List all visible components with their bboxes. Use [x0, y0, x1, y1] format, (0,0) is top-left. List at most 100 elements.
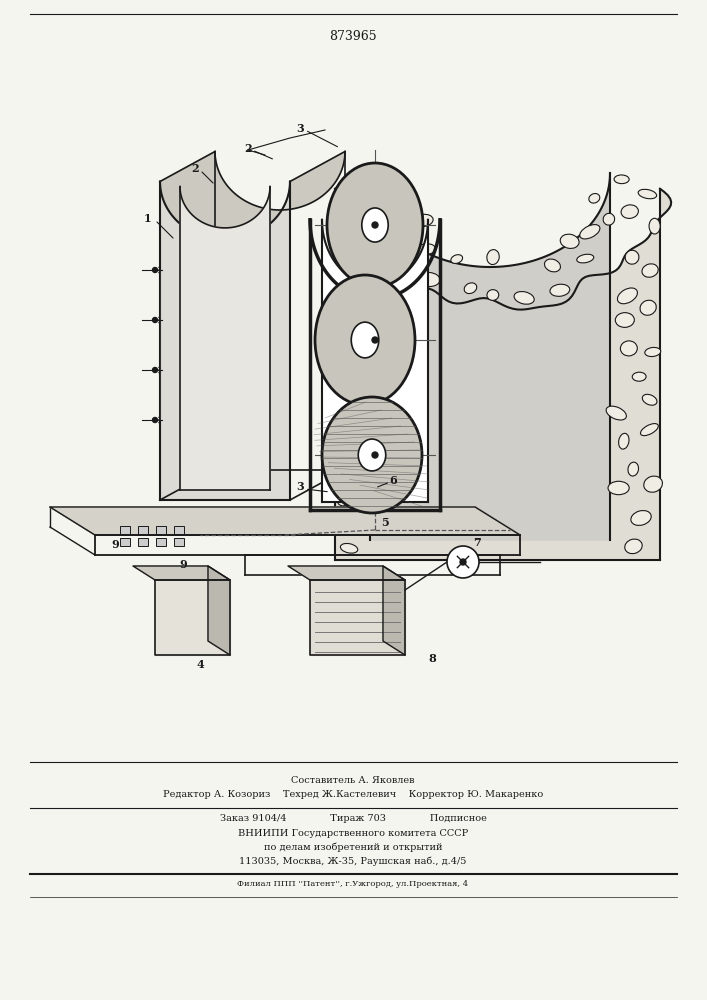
Circle shape: [153, 418, 158, 422]
Circle shape: [460, 559, 466, 565]
Ellipse shape: [487, 250, 499, 265]
Ellipse shape: [621, 341, 637, 356]
Ellipse shape: [354, 308, 373, 318]
Text: Составитель А. Яковлев: Составитель А. Яковлев: [291, 776, 415, 785]
Ellipse shape: [343, 412, 355, 421]
Text: 3: 3: [296, 122, 304, 133]
Circle shape: [372, 337, 378, 343]
Ellipse shape: [589, 194, 600, 203]
Polygon shape: [322, 220, 428, 502]
Ellipse shape: [514, 292, 534, 304]
Ellipse shape: [451, 255, 462, 263]
Polygon shape: [208, 566, 230, 655]
Polygon shape: [370, 173, 610, 540]
Ellipse shape: [335, 312, 347, 325]
Text: 5: 5: [381, 516, 389, 528]
Polygon shape: [310, 580, 405, 655]
Ellipse shape: [351, 322, 379, 358]
Ellipse shape: [372, 201, 384, 213]
Ellipse shape: [351, 471, 370, 486]
Ellipse shape: [628, 462, 638, 476]
Circle shape: [153, 318, 158, 322]
Polygon shape: [383, 566, 405, 655]
Ellipse shape: [632, 372, 646, 381]
Text: 2: 2: [191, 162, 199, 174]
Ellipse shape: [370, 231, 380, 243]
Circle shape: [447, 546, 479, 578]
Ellipse shape: [352, 437, 363, 446]
Ellipse shape: [560, 234, 579, 248]
Ellipse shape: [464, 283, 477, 294]
Ellipse shape: [641, 424, 658, 436]
Ellipse shape: [338, 234, 353, 249]
Text: 7: 7: [473, 538, 481, 548]
Text: 1: 1: [144, 213, 152, 224]
Text: Заказ 9104/4              Тираж 703              Подписное: Заказ 9104/4 Тираж 703 Подписное: [220, 814, 486, 823]
Ellipse shape: [358, 439, 386, 471]
Ellipse shape: [625, 539, 642, 554]
Ellipse shape: [550, 284, 570, 296]
Ellipse shape: [416, 244, 436, 255]
Ellipse shape: [621, 205, 638, 218]
Ellipse shape: [419, 272, 440, 287]
Polygon shape: [133, 566, 230, 580]
Ellipse shape: [603, 213, 614, 225]
Text: 4: 4: [196, 660, 204, 670]
Polygon shape: [180, 186, 270, 490]
Ellipse shape: [337, 495, 349, 506]
Ellipse shape: [638, 189, 657, 199]
Ellipse shape: [608, 481, 629, 495]
Ellipse shape: [580, 225, 600, 239]
Ellipse shape: [625, 250, 639, 264]
Ellipse shape: [615, 313, 634, 327]
Polygon shape: [288, 566, 405, 580]
Ellipse shape: [577, 254, 594, 263]
Bar: [156, 526, 166, 534]
Bar: [156, 538, 166, 546]
Text: 113035, Москва, Ж-35, Раушская наб., д.4/5: 113035, Москва, Ж-35, Раушская наб., д.4…: [239, 857, 467, 866]
Ellipse shape: [338, 212, 354, 225]
Text: по делам изобретений и открытий: по делам изобретений и открытий: [264, 843, 443, 852]
Ellipse shape: [649, 218, 660, 234]
Ellipse shape: [347, 187, 358, 198]
Ellipse shape: [322, 397, 422, 513]
Bar: [174, 526, 184, 534]
Ellipse shape: [643, 394, 657, 405]
Text: Редактор А. Козориз    Техред Ж.Кастелевич    Корректор Ю. Макаренко: Редактор А. Козориз Техред Ж.Кастелевич …: [163, 790, 543, 799]
Ellipse shape: [414, 214, 433, 227]
Text: 6: 6: [389, 475, 397, 486]
Text: 9: 9: [111, 540, 119, 550]
Ellipse shape: [606, 406, 626, 420]
Ellipse shape: [315, 275, 415, 405]
Ellipse shape: [340, 543, 358, 553]
Polygon shape: [335, 189, 671, 560]
Ellipse shape: [337, 384, 356, 400]
Bar: [174, 538, 184, 546]
Text: 8: 8: [428, 652, 436, 664]
Polygon shape: [50, 507, 520, 535]
Ellipse shape: [487, 290, 498, 300]
Ellipse shape: [327, 163, 423, 287]
Circle shape: [153, 267, 158, 272]
Ellipse shape: [642, 264, 658, 277]
Polygon shape: [155, 580, 230, 655]
Ellipse shape: [614, 175, 629, 184]
Ellipse shape: [645, 347, 661, 357]
Ellipse shape: [346, 337, 361, 347]
Text: 2: 2: [244, 142, 252, 153]
Ellipse shape: [346, 257, 365, 273]
Bar: [120, 526, 130, 534]
Text: 9: 9: [179, 560, 187, 570]
Bar: [138, 538, 148, 546]
Ellipse shape: [362, 208, 388, 242]
Circle shape: [372, 452, 378, 458]
Text: 3: 3: [296, 482, 304, 492]
Ellipse shape: [391, 227, 405, 242]
Polygon shape: [160, 151, 345, 240]
Ellipse shape: [339, 364, 350, 374]
Ellipse shape: [352, 283, 368, 294]
Circle shape: [153, 367, 158, 372]
Circle shape: [372, 222, 378, 228]
Polygon shape: [160, 182, 290, 500]
Text: 873965: 873965: [329, 29, 377, 42]
